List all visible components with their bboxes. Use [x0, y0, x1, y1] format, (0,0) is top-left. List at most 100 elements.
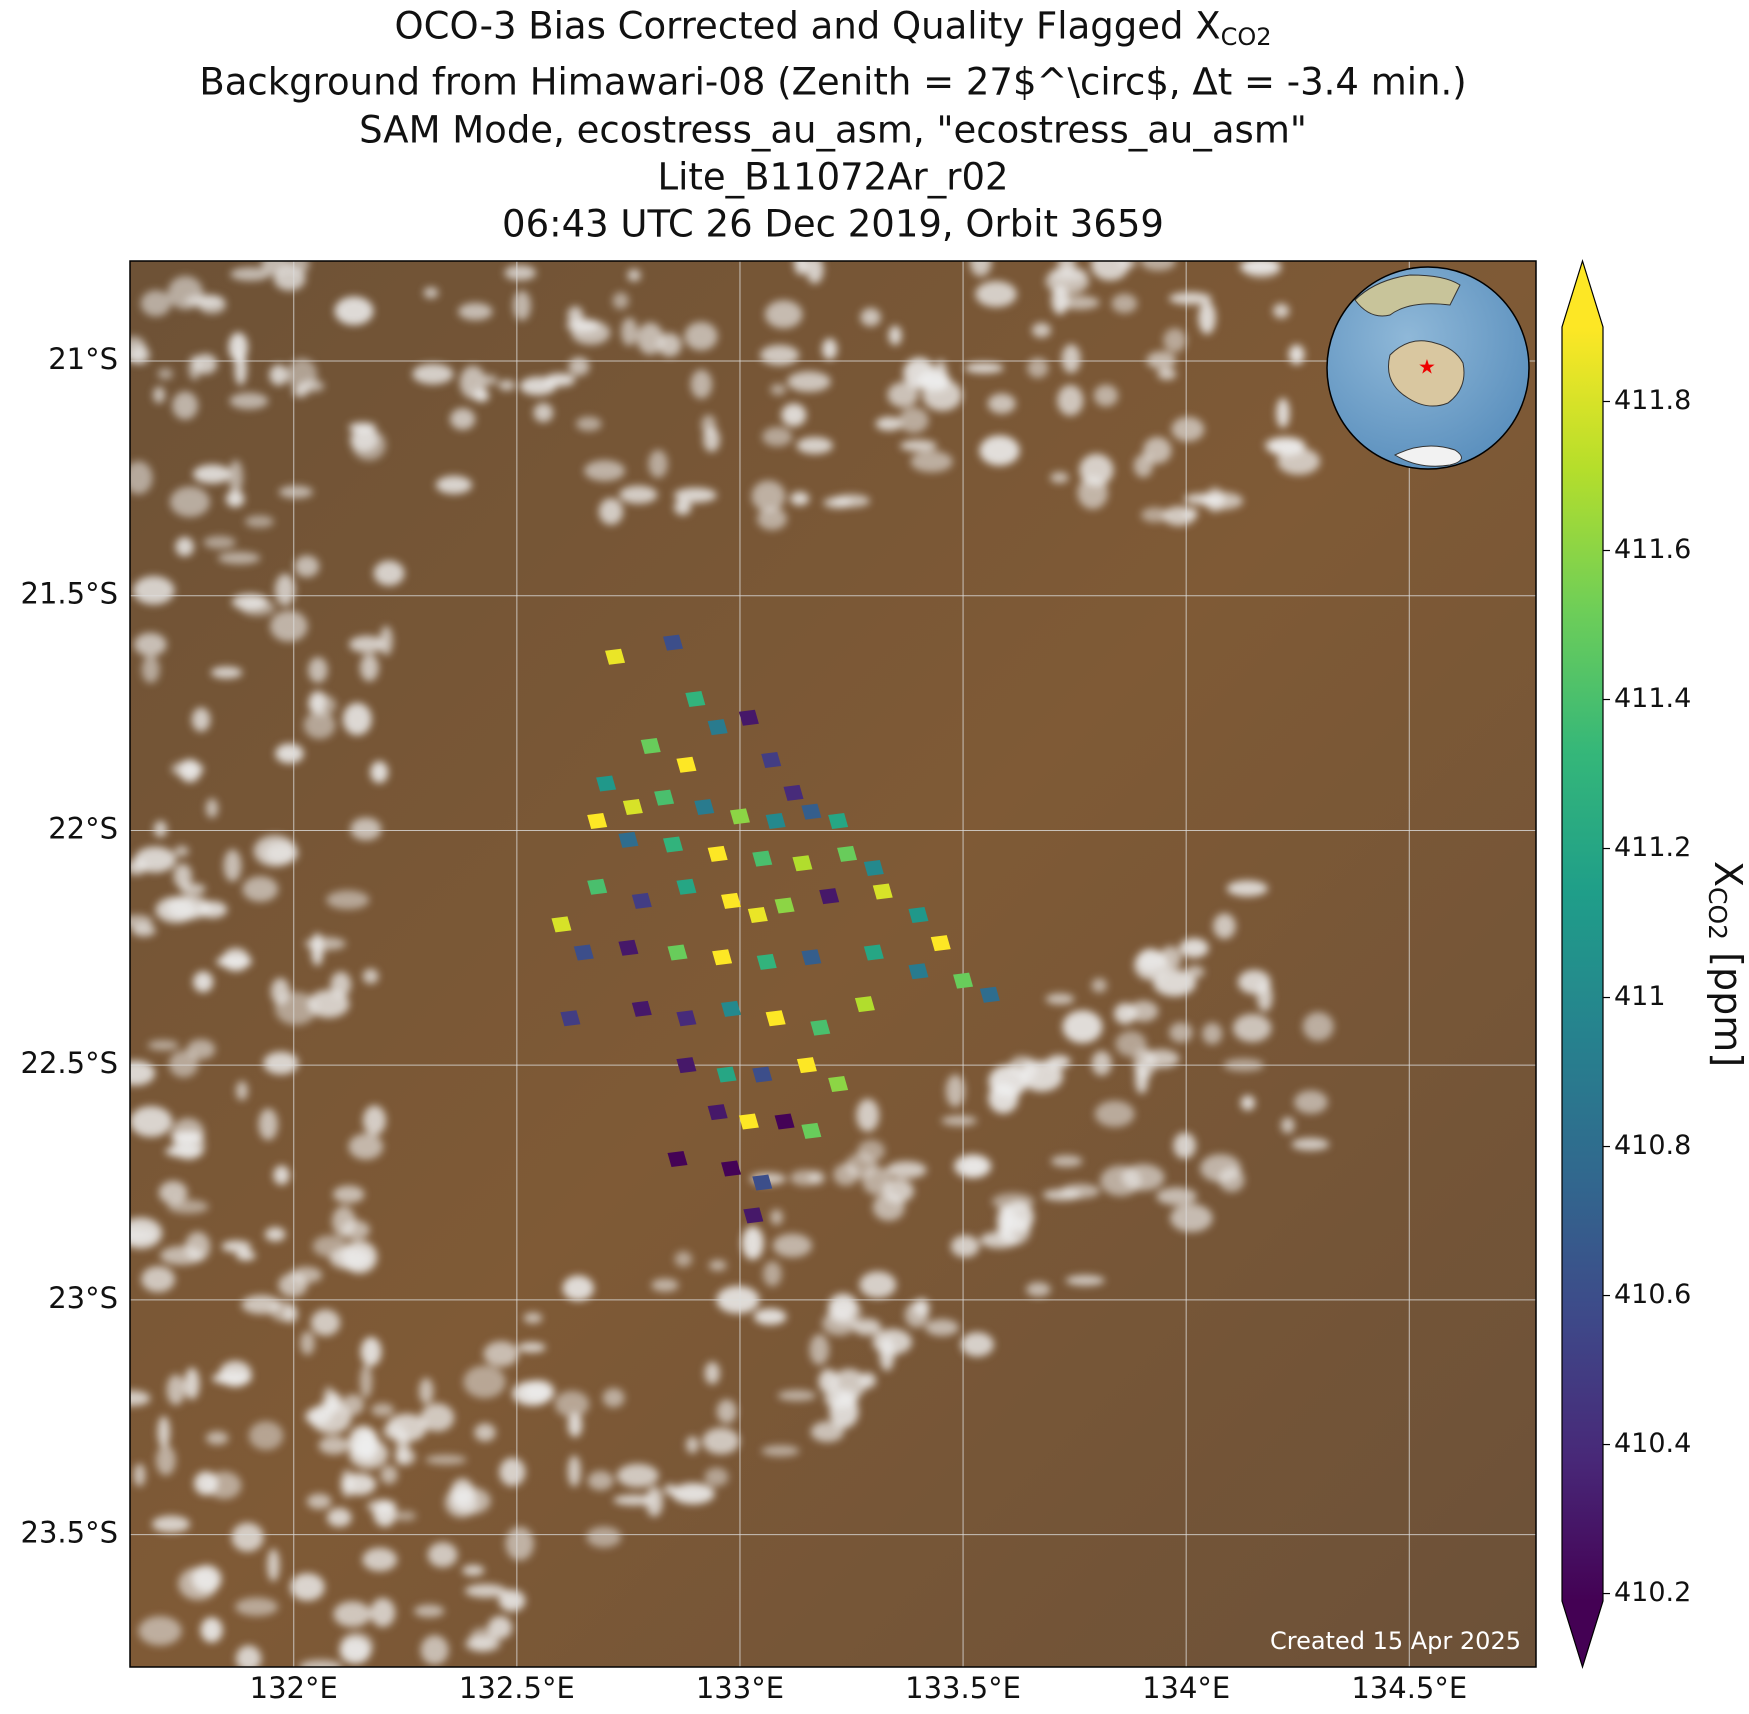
colorbar-ticks: 410.2 410.4 410.6 410.8 411 411.2 411.4 411.6 41… [1603, 385, 1691, 1608]
map-frame [129, 260, 1537, 1668]
globe-inset: ★ [1326, 266, 1530, 470]
colorbar [1562, 327, 1603, 1601]
title: OCO-3 Bias Corrected and Quality Flagged… [199, 5, 1466, 246]
sounding [707, 1104, 728, 1121]
sounding [765, 1010, 786, 1027]
sounding [640, 737, 661, 754]
title-line: SAM Mode, ecostress_au_asm, "ecostress_a… [359, 109, 1307, 152]
sounding [908, 906, 929, 923]
credit: Created 15 Apr 2025 [1270, 1627, 1521, 1655]
y-tick-label: 22°S [48, 811, 118, 845]
sounding [685, 690, 706, 707]
x-tick-label: 133°E [696, 1671, 784, 1705]
sounding [663, 634, 684, 651]
sounding [631, 1000, 652, 1017]
sounding [801, 803, 822, 820]
sounding [631, 892, 652, 909]
sounding [979, 986, 1000, 1003]
sounding [761, 752, 782, 769]
soundings [551, 634, 1000, 1224]
colorbar-tick-label: 410.8 [1614, 1130, 1691, 1161]
colorbar-outline [1561, 258, 1604, 1670]
x-tick-label: 134°E [1142, 1671, 1230, 1705]
colorbar-label: XCO2 [ppm] [1703, 861, 1749, 1067]
sounding [792, 855, 813, 872]
sounding [828, 1075, 849, 1092]
sounding [622, 798, 643, 815]
sounding [676, 756, 697, 773]
sounding [908, 963, 929, 980]
sounding [752, 1066, 773, 1083]
sounding [676, 878, 697, 895]
sounding [837, 845, 858, 862]
sounding [729, 808, 750, 825]
sounding [752, 850, 773, 867]
sounding [721, 1000, 742, 1017]
y-tick-label: 21.5°S [21, 577, 118, 611]
sounding [707, 719, 728, 736]
svg-text:★: ★ [1418, 355, 1436, 379]
background-image [130, 261, 1536, 1667]
title-line: Background from Himawari-08 (Zenith = 27… [199, 61, 1466, 104]
sounding [587, 878, 608, 895]
sounding [774, 1113, 795, 1130]
sounding [573, 944, 594, 961]
sounding [752, 1174, 773, 1191]
sounding [618, 939, 639, 956]
title-line: 06:43 UTC 26 Dec 2019, Orbit 3659 [502, 203, 1164, 246]
y-tick-label: 21°S [48, 342, 118, 376]
sounding [756, 953, 777, 970]
x-tick-label: 133.5°E [905, 1671, 1021, 1705]
sounding [801, 1122, 822, 1139]
sounding [738, 709, 759, 726]
sounding [654, 789, 675, 806]
sounding [712, 949, 733, 966]
sounding [819, 888, 840, 905]
title-line: Lite_B11072Ar_r02 [657, 156, 1008, 199]
colorbar-tick-label: 411.4 [1614, 683, 1691, 714]
y-tick-label: 22.5°S [21, 1046, 118, 1080]
colorbar-tick-label: 410.4 [1614, 1428, 1691, 1459]
sounding [796, 1057, 817, 1074]
sounding [721, 1160, 742, 1177]
x-tick-label: 134.5°E [1351, 1671, 1467, 1705]
sounding [828, 813, 849, 830]
sounding [930, 935, 951, 952]
colorbar-tick-label: 411.6 [1614, 534, 1691, 565]
sounding [747, 906, 768, 923]
sounding [721, 892, 742, 909]
colorbar-extend-min [1562, 1601, 1603, 1667]
colorbar-tick-label: 411.2 [1614, 832, 1691, 863]
sounding [667, 1151, 688, 1168]
sounding [667, 944, 688, 961]
sounding [774, 897, 795, 914]
sounding [560, 1010, 581, 1027]
colorbar-tick-label: 410.6 [1614, 1279, 1691, 1310]
sounding [743, 1207, 764, 1224]
sounding [707, 845, 728, 862]
grid: 132°E 132.5°E 133°E 133.5°E 134°E 134.5°E 21°S… [21, 261, 1536, 1705]
title-subscript: CO2 [1221, 23, 1272, 51]
sounding [618, 831, 639, 848]
colorbar-extension [1561, 258, 1604, 1670]
sounding [738, 1113, 759, 1130]
sounding [854, 996, 875, 1013]
x-tick-label: 132°E [250, 1671, 338, 1705]
y-tick-label: 23.5°S [21, 1516, 118, 1550]
sounding [605, 648, 626, 665]
sounding [863, 944, 884, 961]
sounding [663, 836, 684, 853]
colorbar-tick-label: 410.2 [1614, 1577, 1691, 1608]
sounding [587, 813, 608, 830]
y-tick-label: 23°S [48, 1281, 118, 1315]
sounding [551, 916, 572, 933]
colorbar-tick-label: 411 [1614, 981, 1666, 1012]
sounding [596, 775, 617, 792]
sounding [810, 1019, 831, 1036]
colorbar-tick-label: 411.8 [1614, 385, 1691, 416]
sounding [716, 1066, 737, 1083]
colorbar-extend-max [1562, 261, 1603, 327]
sounding [676, 1010, 697, 1027]
x-tick-label: 132.5°E [459, 1671, 575, 1705]
